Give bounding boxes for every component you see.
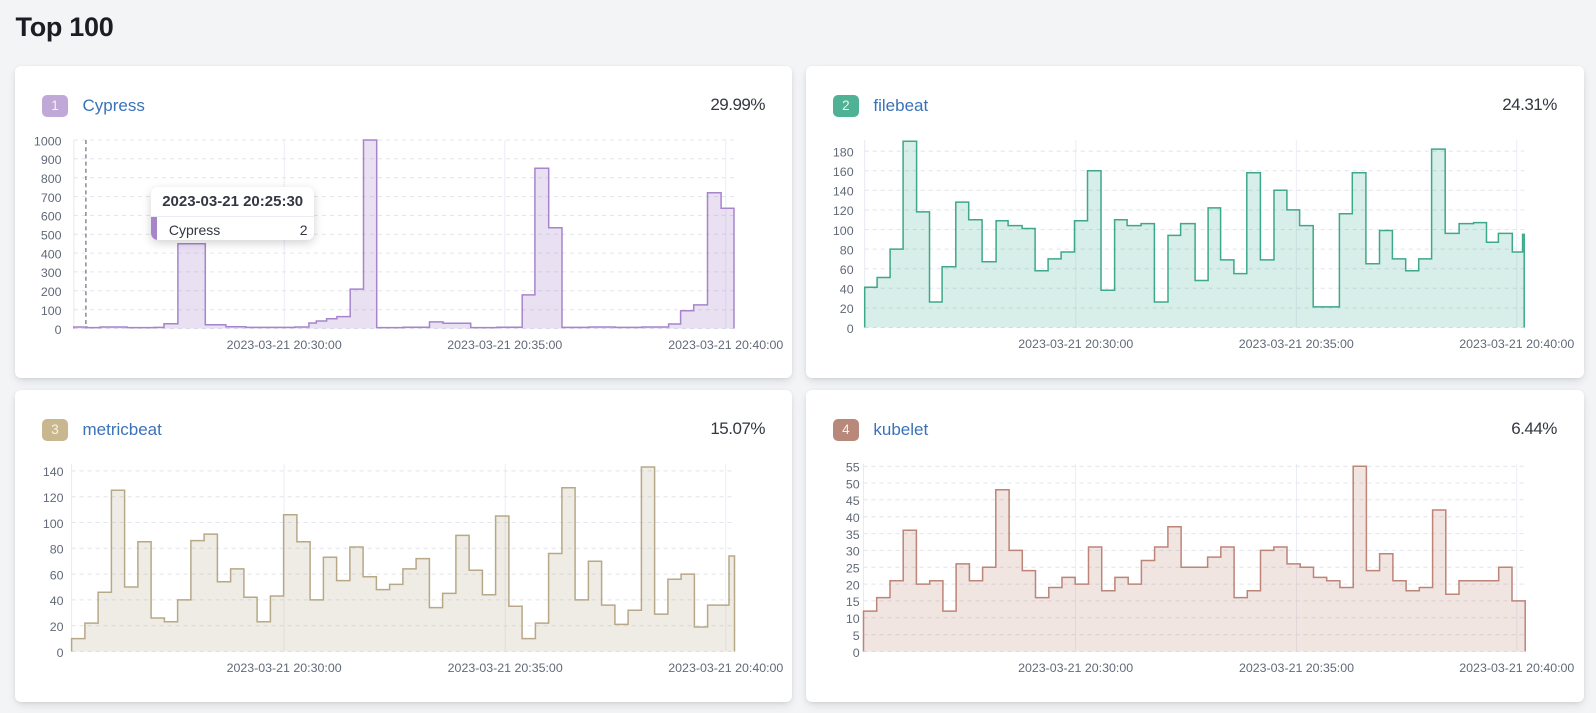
svg-text:10: 10: [846, 612, 860, 626]
svg-text:2023-03-21 20:30:00: 2023-03-21 20:30:00: [1018, 661, 1133, 675]
svg-text:30: 30: [846, 545, 860, 559]
svg-text:800: 800: [41, 172, 62, 186]
svg-text:2023-03-21 20:30:00: 2023-03-21 20:30:00: [227, 661, 342, 675]
svg-text:80: 80: [50, 543, 64, 557]
svg-text:1000: 1000: [34, 134, 62, 148]
svg-text:2023-03-21 20:35:00: 2023-03-21 20:35:00: [1239, 661, 1354, 675]
svg-text:40: 40: [846, 511, 860, 525]
svg-text:140: 140: [833, 185, 854, 199]
svg-text:0: 0: [847, 322, 854, 336]
svg-text:300: 300: [41, 266, 62, 280]
svg-text:0: 0: [853, 646, 860, 660]
svg-text:140: 140: [43, 465, 64, 479]
svg-text:20: 20: [840, 302, 854, 316]
svg-text:5: 5: [853, 629, 860, 643]
svg-text:2023-03-21 20:40:00: 2023-03-21 20:40:00: [668, 661, 783, 675]
svg-text:2023-03-21 20:40:00: 2023-03-21 20:40:00: [1459, 661, 1574, 675]
svg-text:60: 60: [50, 568, 64, 582]
svg-text:600: 600: [41, 210, 62, 224]
svg-text:2023-03-21 20:40:00: 2023-03-21 20:40:00: [668, 338, 783, 352]
svg-text:100: 100: [833, 224, 854, 238]
svg-text:100: 100: [43, 517, 64, 531]
svg-text:120: 120: [833, 204, 854, 218]
svg-text:40: 40: [50, 594, 64, 608]
svg-text:120: 120: [43, 491, 64, 505]
svg-text:900: 900: [41, 153, 62, 167]
svg-text:35: 35: [846, 528, 860, 542]
svg-text:100: 100: [41, 304, 62, 318]
svg-text:200: 200: [41, 285, 62, 299]
svg-text:160: 160: [833, 165, 854, 179]
svg-text:55: 55: [846, 461, 860, 475]
svg-text:2023-03-21 20:35:00: 2023-03-21 20:35:00: [1239, 337, 1354, 351]
svg-text:2023-03-21 20:30:00: 2023-03-21 20:30:00: [1018, 337, 1133, 351]
svg-text:20: 20: [50, 620, 64, 634]
svg-text:20: 20: [846, 578, 860, 592]
svg-text:2023-03-21 20:30:00: 2023-03-21 20:30:00: [227, 338, 342, 352]
svg-text:500: 500: [41, 229, 62, 243]
svg-text:15: 15: [846, 595, 860, 609]
svg-text:700: 700: [41, 191, 62, 205]
svg-text:0: 0: [57, 646, 64, 660]
svg-text:25: 25: [846, 562, 860, 576]
svg-text:60: 60: [840, 263, 854, 277]
svg-text:40: 40: [840, 283, 854, 297]
svg-text:2023-03-21 20:35:00: 2023-03-21 20:35:00: [447, 338, 562, 352]
svg-text:50: 50: [846, 477, 860, 491]
svg-text:2023-03-21 20:40:00: 2023-03-21 20:40:00: [1459, 337, 1574, 351]
svg-text:80: 80: [840, 243, 854, 257]
svg-text:180: 180: [833, 145, 854, 159]
svg-text:400: 400: [41, 247, 62, 261]
svg-text:0: 0: [55, 323, 62, 337]
svg-text:2023-03-21 20:35:00: 2023-03-21 20:35:00: [448, 661, 563, 675]
svg-text:45: 45: [846, 494, 860, 508]
